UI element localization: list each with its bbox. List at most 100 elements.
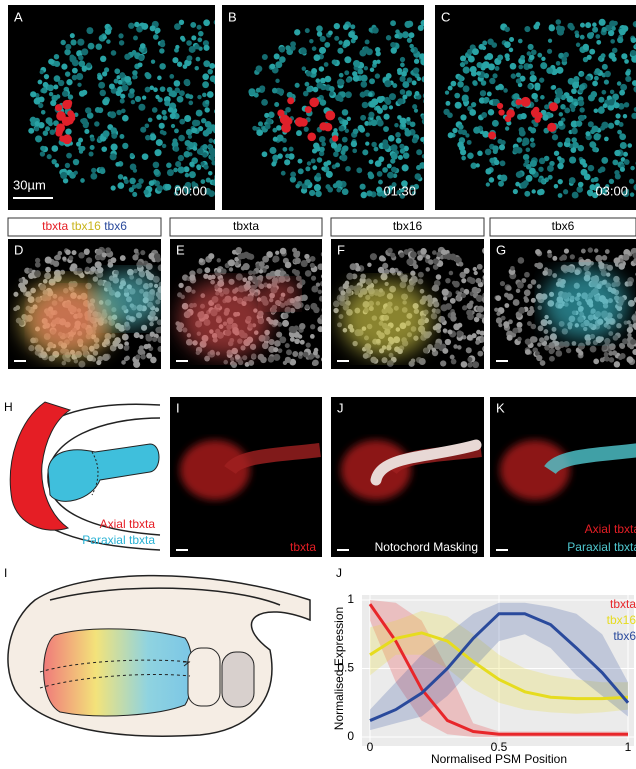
nucleus [601,90,606,95]
nucleus [96,255,101,260]
nucleus [556,350,563,357]
nucleus [614,361,620,367]
nucleus [122,143,128,149]
nucleus [333,128,337,132]
nucleus [591,91,598,98]
nucleus [420,58,427,65]
panel-letter: E [176,242,185,257]
nucleus [420,137,425,142]
nucleus [311,276,316,281]
nucleus [370,253,377,260]
nucleus [467,49,473,55]
header: tbxta [233,219,259,233]
nucleus [460,149,466,155]
nucleus [193,146,198,151]
nucleus [178,166,185,173]
nucleus [275,79,279,83]
nucleus [90,266,96,272]
nucleus [451,359,457,365]
nucleus [407,77,413,83]
nucleus [164,100,170,106]
nucleus [531,336,537,342]
nucleus [305,28,310,33]
nucleus [72,250,77,255]
nucleus [161,339,167,345]
nucleus [612,57,617,62]
nucleus [236,247,242,253]
panel-letter: C [441,9,450,24]
nucleus [216,77,222,83]
nucleus [504,27,509,32]
nucleus [623,254,630,261]
nucleus [130,153,134,157]
nucleus [461,130,467,136]
nucleus [451,312,456,317]
nucleus [604,352,609,357]
nucleus [320,281,326,287]
nucleus [391,47,397,53]
nucleus [484,345,490,351]
nucleus [520,182,527,189]
nucleus [155,327,161,333]
nucleus [188,135,192,139]
nucleus [145,73,151,79]
nucleus [51,145,58,152]
nucleus [131,100,135,104]
nucleus [513,189,518,194]
nucleus [542,114,548,120]
nucleus [317,31,323,37]
nucleus [346,273,353,280]
nucleus [537,342,541,346]
nucleus [464,102,469,107]
nucleus [112,340,119,347]
nucleus [397,68,402,73]
nucleus [298,159,303,164]
nucleus [462,305,467,310]
nucleus [167,169,174,176]
nucleus [472,80,477,85]
nucleus [223,360,228,365]
nucleus [457,345,462,350]
nucleus [608,351,613,356]
nucleus [438,316,445,323]
nucleus [65,128,71,134]
nucleus [610,39,615,44]
nucleus [337,79,344,86]
nucleus [41,110,46,115]
nucleus [220,268,226,274]
paraxial-label: Paraxial tbxta [82,533,155,547]
nucleus [487,39,493,45]
nucleus [72,59,79,66]
nucleus [122,115,129,122]
nucleus [500,160,506,166]
nucleus [44,272,51,279]
axial-label: Axial tbxta [585,522,636,536]
nucleus [389,93,396,100]
nucleus [290,337,295,342]
nucleus [496,312,500,316]
nucleus [517,337,522,342]
nucleus [379,255,385,261]
nucleus [506,285,512,291]
nucleus [203,60,210,67]
nucleus [467,357,472,362]
nucleus [456,296,461,301]
nucleus [356,167,362,173]
nucleus [231,362,237,368]
nucleus [578,259,585,266]
nucleus [461,156,466,161]
nucleus [518,65,523,70]
nucleus [527,284,532,289]
nucleus [321,357,326,362]
nucleus [189,171,196,178]
nucleus [258,121,263,126]
red-cell [277,109,284,116]
nucleus [319,296,325,302]
nucleus [134,249,139,254]
nucleus [120,255,126,261]
nucleus [345,166,351,172]
nucleus [96,360,101,365]
nucleus [159,123,165,129]
nucleus [134,332,140,338]
nucleus [469,300,474,305]
